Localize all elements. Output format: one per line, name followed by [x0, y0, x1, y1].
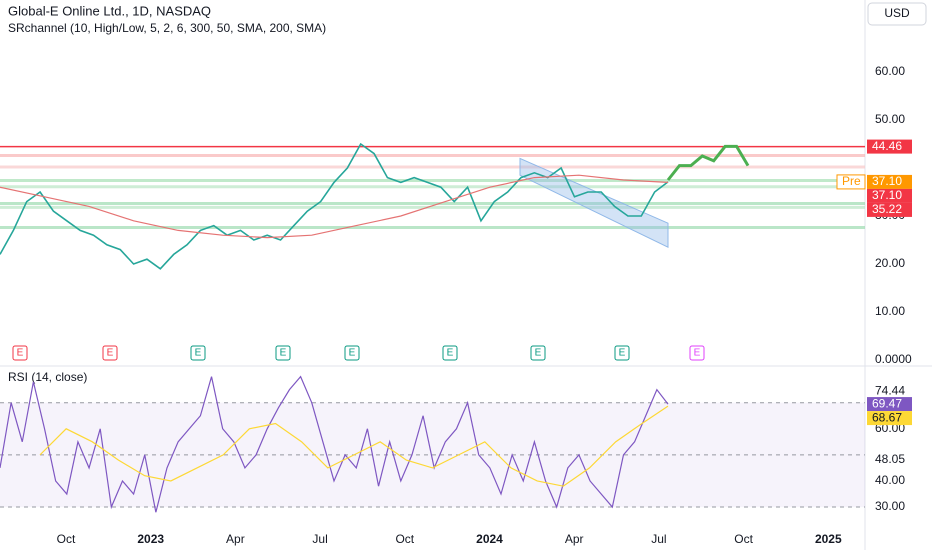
- rsi-value-box: [867, 397, 912, 412]
- x-tick-label: Oct: [734, 532, 753, 546]
- event-marker: [190, 345, 206, 361]
- x-tick-label: Apr: [565, 532, 584, 546]
- event-marker: [614, 345, 630, 361]
- rsi-value-box: [867, 411, 912, 426]
- price-line: [0, 174, 669, 239]
- y-tick-label: 48.05: [875, 452, 905, 466]
- x-tick-label: Jul: [651, 532, 666, 546]
- y-tick-label: 10.00: [875, 304, 905, 318]
- price-label-box: [867, 139, 912, 154]
- x-tick-label: Jul: [312, 532, 327, 546]
- event-marker: [442, 345, 458, 361]
- channel: [519, 157, 669, 248]
- rsi-value-label: 69.47: [872, 396, 902, 410]
- y-tick-label: 40.00: [875, 473, 905, 487]
- y-tick-label: 50.00: [875, 112, 905, 126]
- y-tick-label: 20.00: [875, 256, 905, 270]
- x-tick-label: 2024: [476, 532, 503, 546]
- currency[interactable]: USD: [884, 6, 910, 20]
- event-marker: [275, 345, 291, 361]
- chart-title: Global-E Online Ltd., 1D, NASDAQ: [8, 3, 211, 18]
- event-marker: [530, 345, 546, 361]
- x-tick-label: Apr: [226, 532, 245, 546]
- event-label: E: [447, 348, 454, 359]
- rsi-line: [0, 375, 669, 513]
- y-tick-label: 74.44: [875, 383, 905, 397]
- y-tick-label: 60.00: [875, 64, 905, 78]
- event-marker: [102, 345, 118, 361]
- x-tick-label: 2023: [137, 532, 164, 546]
- event-label: E: [280, 348, 287, 359]
- rsi-title: RSI (14, close): [8, 370, 87, 384]
- x-tick-label: Oct: [57, 532, 76, 546]
- y-tick-label: 30.00: [875, 499, 905, 513]
- projection: [666, 144, 750, 181]
- event-label: E: [619, 348, 626, 359]
- indicator-label: SRchannel (10, High/Low, 5, 2, 6, 300, 5…: [8, 21, 326, 35]
- price-label: 44.46: [872, 139, 902, 153]
- event-marker: [344, 345, 360, 361]
- price-label-box: [867, 174, 912, 189]
- x-tick-label: Oct: [395, 532, 414, 546]
- event-label: E: [535, 348, 542, 359]
- event-marker: [12, 345, 28, 361]
- y-tick-label: 0.0000: [875, 352, 912, 366]
- event-label: E: [195, 348, 202, 359]
- price-line: [0, 142, 669, 270]
- event-label: E: [17, 348, 24, 359]
- event-label: E: [349, 348, 356, 359]
- event-marker: [689, 345, 705, 361]
- x-tick-label: 2025: [815, 532, 842, 546]
- currency-button[interactable]: [867, 2, 927, 26]
- price-label: 37.10: [872, 174, 902, 188]
- event-label: E: [694, 348, 701, 359]
- price-label: 37.10: [872, 188, 902, 202]
- price-label-box: [867, 188, 912, 203]
- price-label: 35.22: [872, 202, 902, 216]
- price-label-box: [867, 202, 912, 217]
- event-label: E: [107, 348, 114, 359]
- pre-tag: Pre: [842, 174, 861, 188]
- rsi-value-label: 68.67: [872, 410, 902, 424]
- rsi-line: [39, 405, 669, 487]
- pre-box: [836, 174, 866, 190]
